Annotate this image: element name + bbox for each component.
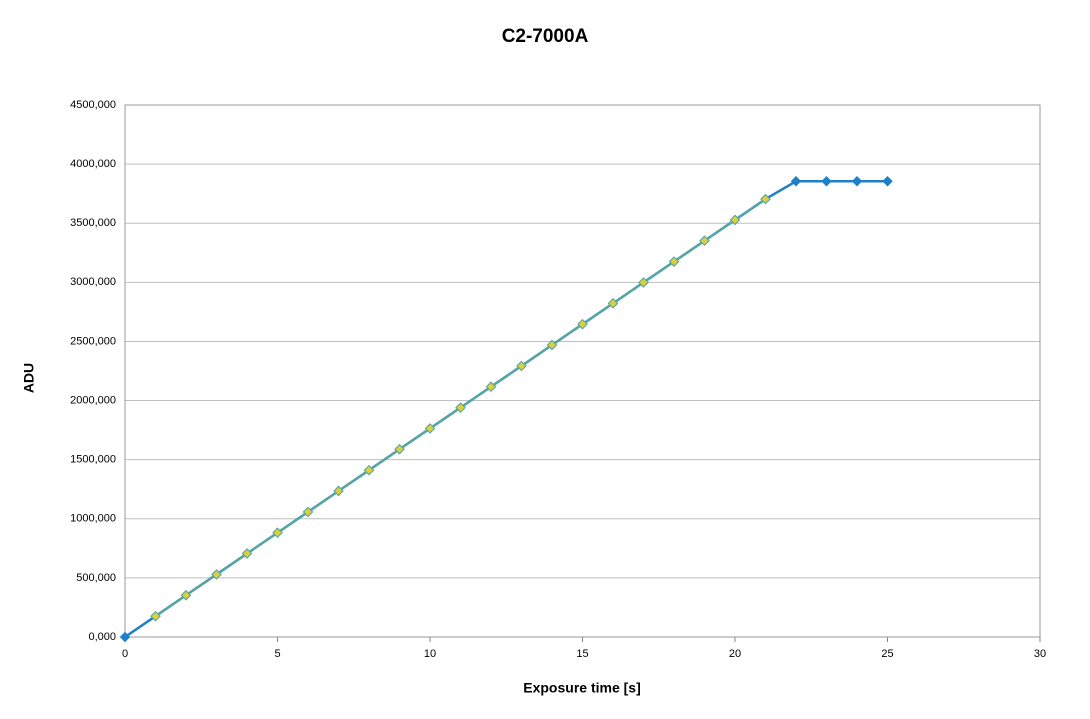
data-point	[272, 527, 283, 538]
x-tick-label: 30	[1034, 648, 1046, 660]
plot-border	[124, 104, 1041, 638]
data-point	[394, 444, 405, 455]
x-tick-label: 15	[576, 648, 588, 660]
y-tick-label: 3500,000	[70, 217, 116, 229]
data-point	[150, 610, 161, 622]
data-point	[516, 360, 527, 372]
y-tick-label: 1500,000	[70, 454, 116, 466]
y-axis-label: ADU	[21, 363, 37, 393]
x-tick-label: 10	[424, 648, 436, 660]
y-tick-label: 4000,000	[70, 158, 116, 170]
data-point	[638, 277, 649, 288]
data-point	[882, 176, 893, 187]
data-point	[546, 339, 558, 351]
x-tick-label: 0	[122, 648, 128, 660]
data-point	[241, 548, 253, 559]
data-point	[424, 423, 436, 434]
data-point	[485, 381, 497, 392]
data-point	[180, 590, 192, 601]
data-point	[302, 506, 314, 518]
y-tick-label: 1000,000	[70, 513, 116, 525]
data-point	[577, 318, 588, 330]
data-point	[760, 193, 771, 205]
x-tick-label: 5	[274, 648, 280, 660]
y-tick-label: 3000,000	[70, 276, 116, 288]
y-tick-label: 2000,000	[70, 394, 116, 406]
y-tick-label: 2500,000	[70, 335, 116, 347]
y-tick-label: 0,000	[88, 631, 116, 643]
data-point	[729, 214, 741, 226]
data-point	[455, 402, 466, 413]
data-point	[821, 176, 832, 187]
data-point	[333, 485, 344, 497]
data-point	[119, 631, 131, 643]
data-point	[607, 298, 619, 309]
data-point	[699, 235, 710, 246]
y-tick-label: 500,000	[76, 572, 116, 584]
x-tick-label: 20	[729, 648, 741, 660]
data-point	[363, 464, 375, 476]
x-axis-label: Exposure time [s]	[523, 680, 640, 696]
data-point	[211, 569, 222, 580]
x-tick-label: 25	[881, 648, 893, 660]
chart-title: C2-7000A	[502, 26, 589, 47]
y-tick-label: 4500,000	[70, 99, 116, 111]
data-point	[668, 256, 680, 267]
data-point	[790, 176, 802, 187]
data-point	[851, 176, 863, 187]
